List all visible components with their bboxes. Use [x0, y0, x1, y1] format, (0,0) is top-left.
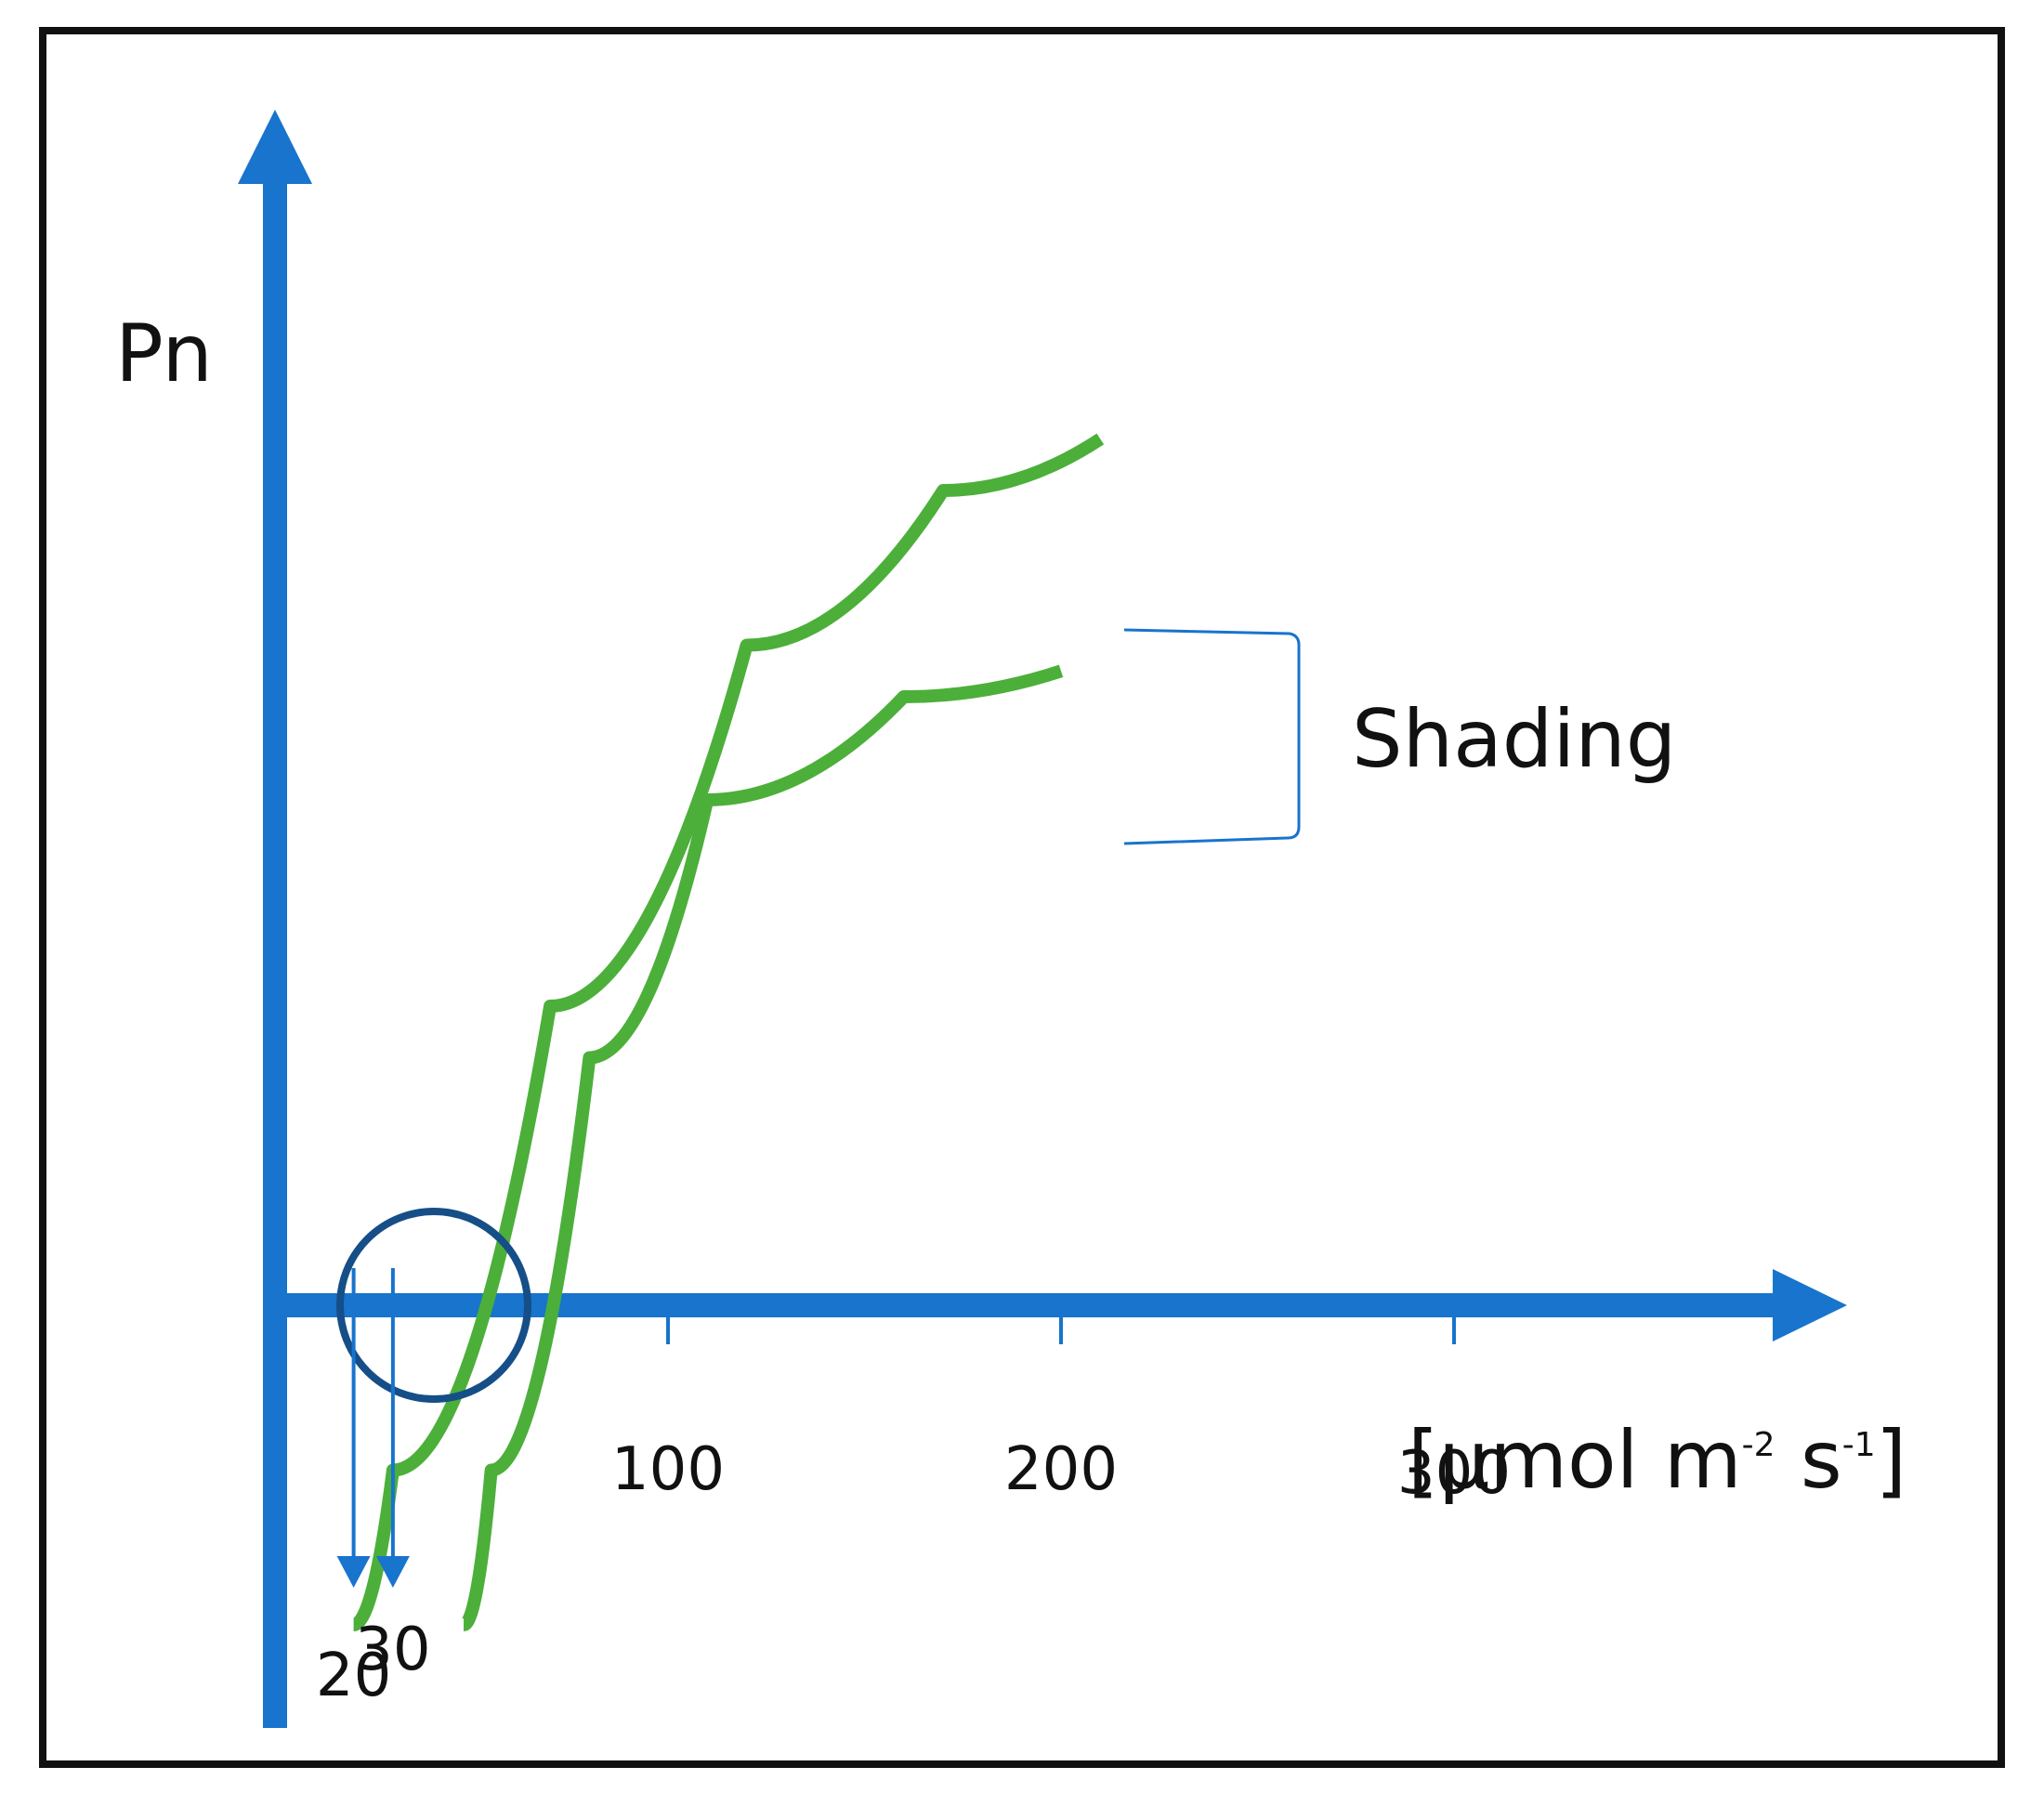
x-axis-label: [µmol m-2 s-1] — [1408, 1414, 1906, 1507]
compensation-arrowhead-30 — [375, 1556, 410, 1588]
compensation-highlight-circle — [336, 1208, 531, 1403]
compensation-arrowhead-20 — [336, 1556, 371, 1588]
curve-shaded — [460, 664, 1064, 1631]
compensation-label-20: 20 — [316, 1642, 391, 1710]
curve-full-light — [351, 433, 1105, 1631]
x-axis-label-exp1: -2 — [1742, 1426, 1775, 1464]
shading-bracket — [1123, 628, 1301, 845]
x-axis-label-exp2: -1 — [1842, 1426, 1876, 1464]
y-axis-arrowhead — [238, 110, 312, 184]
y-axis-label: Pn — [115, 308, 213, 400]
x-ticks — [666, 1316, 1456, 1344]
shading-label: Shading — [1352, 693, 1676, 786]
compensation-arrows — [336, 1268, 410, 1588]
curves — [351, 433, 1105, 1631]
compensation-label-30: 30 — [355, 1616, 430, 1684]
tick-label-200: 200 — [1004, 1435, 1118, 1504]
x-axis-arrowhead — [1773, 1269, 1847, 1341]
tick-label-300: 300 — [1397, 1439, 1511, 1508]
x-axis-label-prefix: [µmol m — [1408, 1414, 1742, 1507]
x-axis-label-mid: s — [1775, 1414, 1842, 1507]
x-axis-label-suffix: ] — [1876, 1414, 1907, 1507]
figure-frame — [39, 27, 2005, 1768]
tick-label-100: 100 — [611, 1435, 725, 1504]
